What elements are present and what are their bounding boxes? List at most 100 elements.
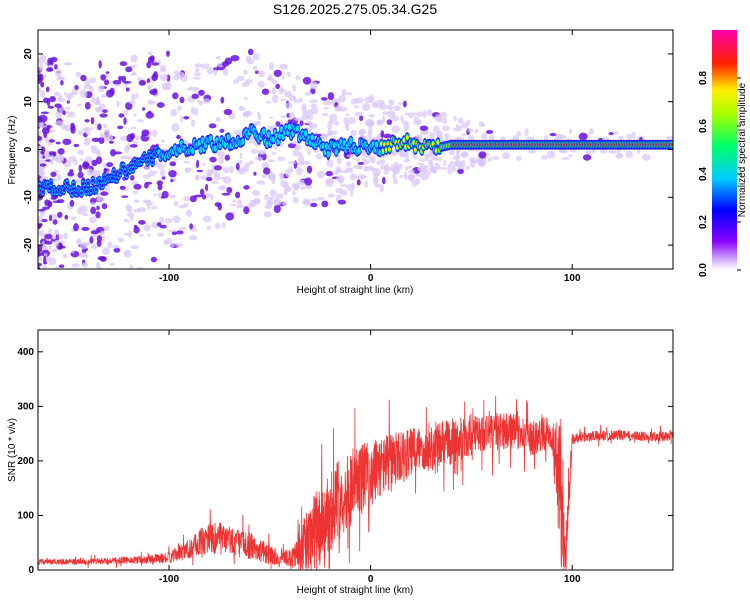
spectral-blob bbox=[81, 212, 89, 217]
spectral-blob bbox=[126, 133, 134, 143]
spectral-blob bbox=[129, 144, 138, 148]
spectral-blob bbox=[169, 243, 175, 248]
spectral-blob bbox=[273, 143, 278, 150]
spectral-blob bbox=[38, 266, 41, 269]
spectral-blob bbox=[286, 186, 292, 193]
spectral-blob bbox=[625, 150, 633, 158]
spectral-blob bbox=[101, 239, 105, 243]
spectral-blob bbox=[354, 111, 363, 117]
spectral-blob bbox=[383, 133, 392, 139]
chart-title: S126.2025.275.05.34.G25 bbox=[273, 1, 437, 17]
spectral-blob bbox=[209, 170, 214, 174]
spectral-blob bbox=[272, 94, 279, 104]
spectral-blob bbox=[225, 212, 235, 221]
spectral-blob bbox=[336, 175, 345, 183]
spectral-blob bbox=[157, 232, 165, 237]
spectral-blob bbox=[280, 180, 289, 188]
spectral-blob bbox=[261, 162, 270, 169]
spectral-blob bbox=[339, 184, 349, 188]
spectral-blob bbox=[62, 110, 66, 116]
spectral-blob bbox=[382, 115, 386, 123]
spectral-blob bbox=[82, 296, 87, 301]
spectral-blob bbox=[48, 151, 56, 156]
spectral-blob bbox=[55, 233, 60, 241]
spectral-blob bbox=[83, 85, 87, 90]
spectral-blob bbox=[222, 176, 232, 184]
spectral-blob bbox=[46, 124, 51, 130]
ridge-core bbox=[146, 160, 150, 164]
spectral-blob bbox=[164, 218, 173, 224]
spectral-blob bbox=[334, 105, 342, 111]
spectral-blob bbox=[190, 119, 196, 127]
spectral-blob bbox=[96, 205, 100, 211]
spectral-blob bbox=[430, 154, 438, 161]
spectral-blob bbox=[275, 121, 281, 127]
spectral-blob bbox=[80, 289, 87, 297]
spectral-blob bbox=[50, 171, 57, 177]
spectral-blob bbox=[53, 91, 60, 97]
spectral-blob bbox=[77, 171, 84, 179]
spectral-blob bbox=[50, 56, 58, 63]
spectral-blob bbox=[380, 130, 385, 138]
spectral-blob bbox=[359, 115, 364, 122]
spectral-blob bbox=[492, 156, 500, 160]
spectral-blob bbox=[423, 165, 429, 174]
spectral-blob bbox=[407, 165, 413, 169]
spectral-blob bbox=[100, 94, 108, 98]
spectral-blob bbox=[268, 196, 275, 200]
spectral-blob bbox=[67, 95, 71, 102]
spectral-blob bbox=[447, 166, 453, 175]
colorbar-gradient bbox=[712, 30, 737, 270]
ridge-core bbox=[278, 133, 282, 138]
spectral-blob bbox=[41, 152, 45, 155]
spectral-blob bbox=[378, 102, 387, 110]
spectral-blob bbox=[172, 215, 181, 224]
spectral-blob bbox=[665, 135, 673, 140]
spectral-blob bbox=[297, 155, 305, 163]
spectral-blob bbox=[73, 143, 80, 148]
spectral-blob bbox=[38, 135, 43, 141]
spectral-blob bbox=[443, 159, 447, 167]
spectral-blob bbox=[46, 98, 51, 107]
spectral-blob bbox=[36, 276, 43, 284]
spectral-blob bbox=[97, 123, 102, 131]
spectral-blob bbox=[82, 241, 91, 246]
spectral-blob bbox=[120, 275, 128, 280]
spectral-blob bbox=[357, 161, 365, 165]
spectral-blob bbox=[38, 208, 46, 212]
spectral-blob bbox=[39, 283, 45, 287]
spectral-blob bbox=[102, 109, 108, 113]
spectral-blob bbox=[85, 84, 92, 90]
spectral-blob bbox=[277, 156, 285, 162]
spectral-blob bbox=[516, 156, 522, 161]
spectral-blob bbox=[51, 305, 57, 311]
ridge-core bbox=[151, 160, 154, 165]
spectral-blob bbox=[183, 116, 190, 120]
spectral-blob bbox=[376, 160, 381, 166]
spectral-blob bbox=[82, 128, 91, 132]
spectral-blob bbox=[156, 180, 163, 186]
spectral-blob bbox=[302, 198, 309, 205]
spectral-blob bbox=[480, 132, 488, 140]
spectral-blob bbox=[420, 129, 429, 136]
spectral-blob bbox=[112, 245, 120, 249]
spectral-blob bbox=[296, 167, 302, 176]
spectral-blob bbox=[626, 133, 633, 141]
spectral-blob bbox=[398, 102, 403, 105]
spectral-blob bbox=[89, 202, 97, 206]
spectral-blob bbox=[127, 155, 132, 161]
spectral-blob bbox=[159, 216, 165, 224]
spectral-blob bbox=[461, 122, 468, 129]
spectral-blob bbox=[48, 214, 53, 222]
spectral-blob bbox=[345, 113, 350, 117]
spectral-blob bbox=[55, 120, 64, 126]
spectral-blob bbox=[222, 68, 229, 76]
ridge-core bbox=[62, 188, 66, 193]
spectral-blob bbox=[86, 168, 94, 177]
spectral-blob bbox=[71, 88, 79, 95]
spectral-blob bbox=[230, 203, 237, 207]
y-tick-label: 0 bbox=[28, 565, 34, 576]
colorbar-label: Normalized spectral amplitude bbox=[737, 82, 748, 217]
spectral-blob bbox=[95, 211, 101, 219]
spectral-blob bbox=[452, 165, 456, 173]
